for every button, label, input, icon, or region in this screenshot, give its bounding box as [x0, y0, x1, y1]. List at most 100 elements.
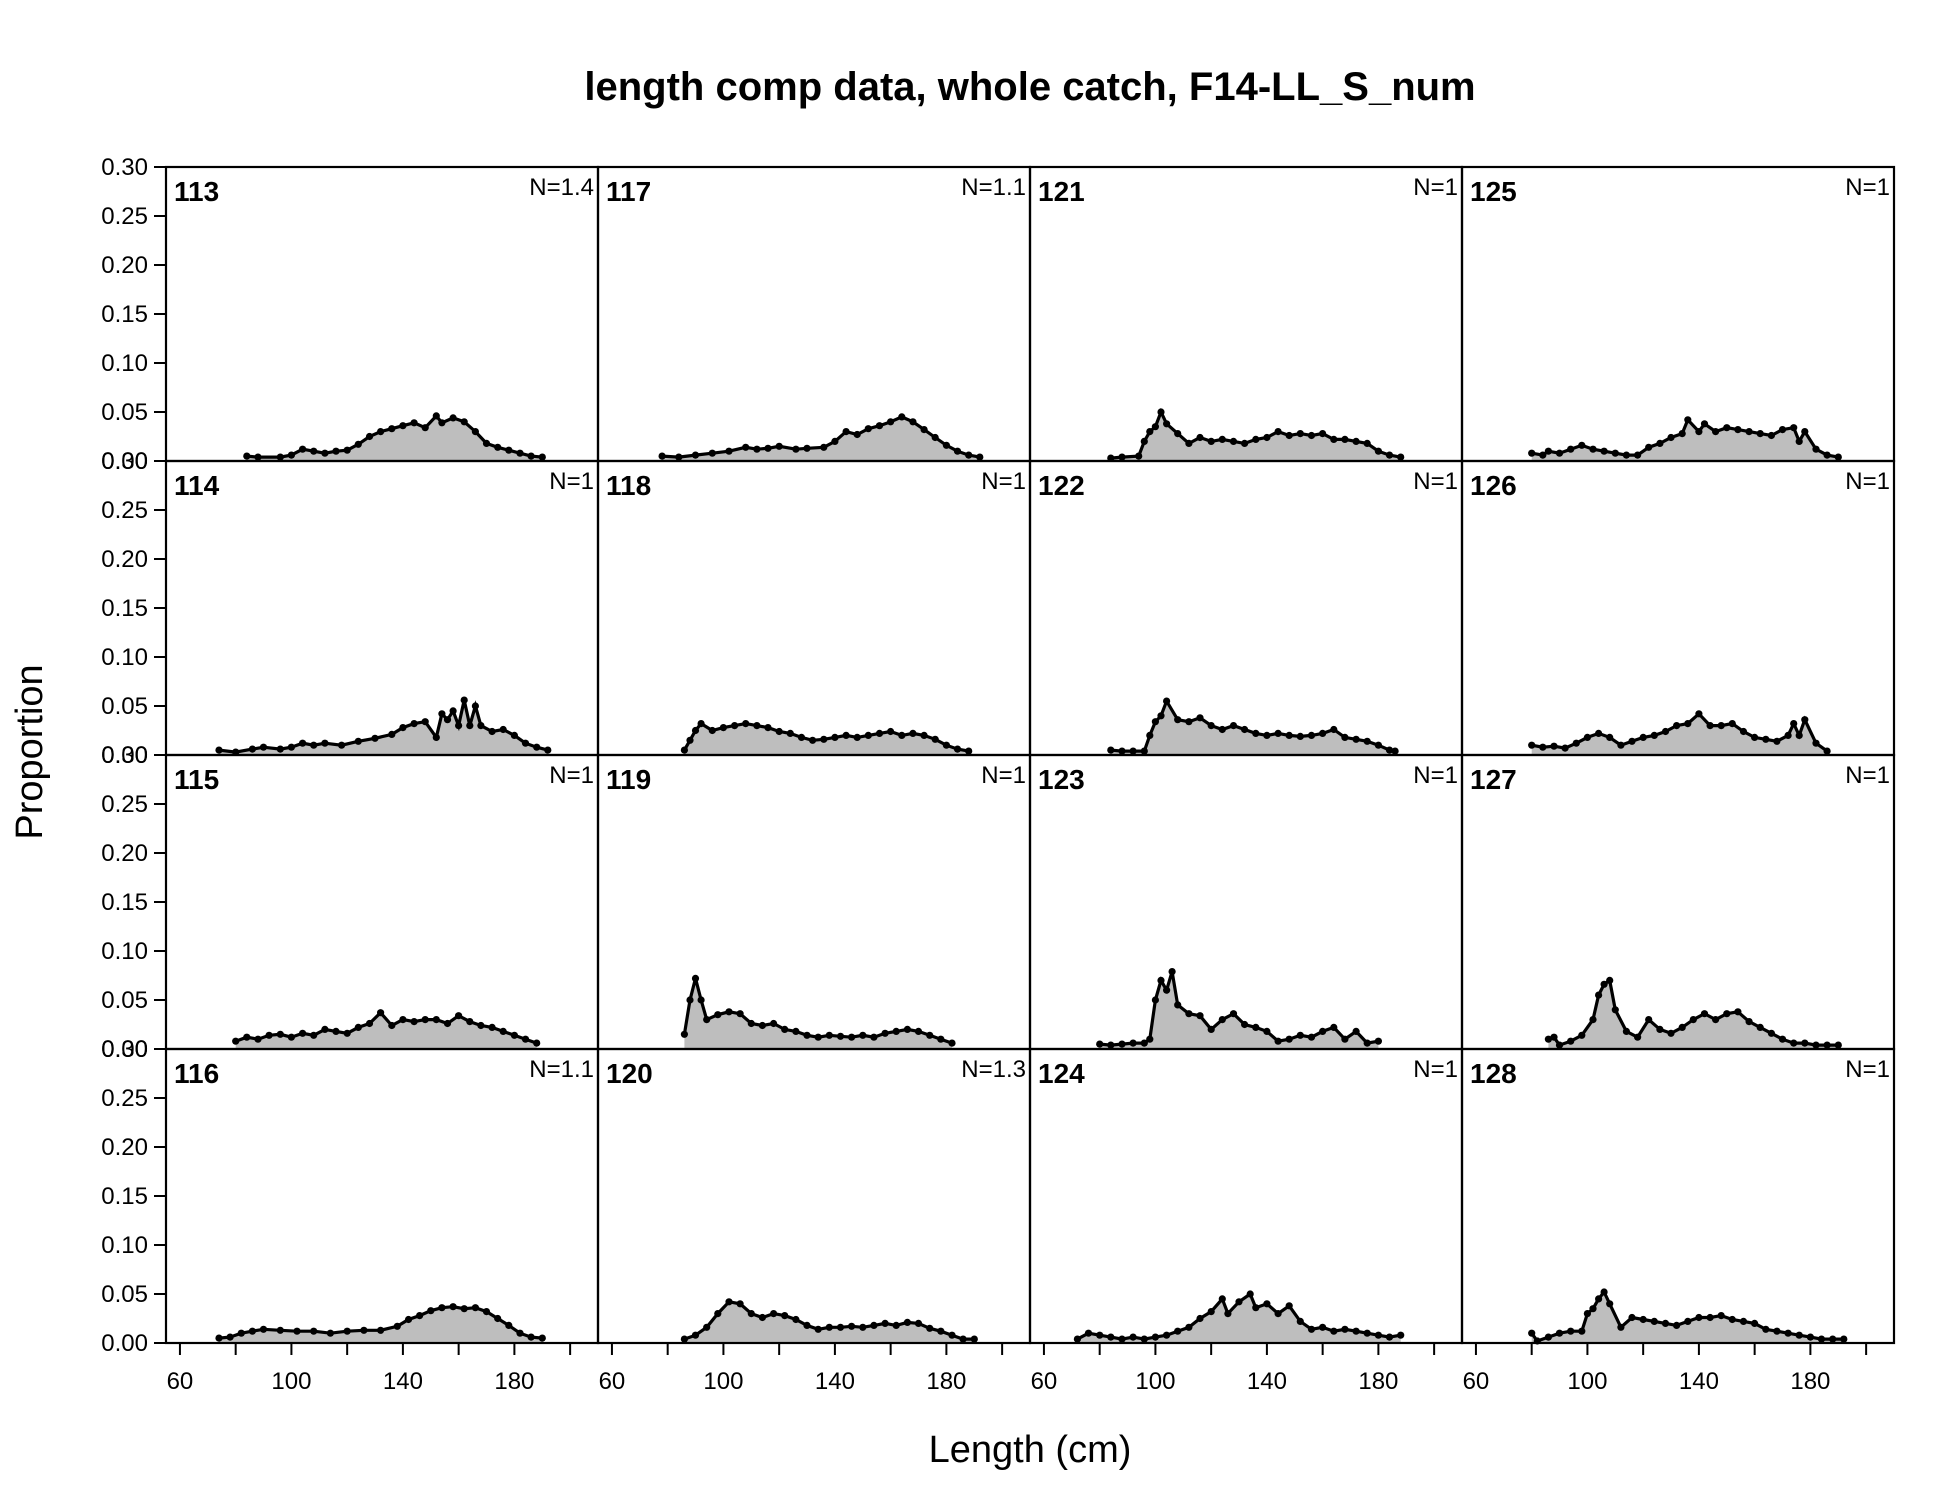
data-point [1734, 426, 1742, 434]
y-tick-label: 0.25 [101, 791, 148, 818]
data-point [875, 729, 884, 738]
data-point [1218, 1295, 1226, 1303]
data-point [1174, 1327, 1182, 1335]
data-point [870, 1033, 878, 1041]
data-point [864, 425, 872, 433]
data-point [1561, 744, 1569, 752]
data-point [953, 447, 962, 455]
data-point [1341, 435, 1349, 443]
data-point [1840, 1335, 1848, 1343]
data-point [1207, 1308, 1215, 1316]
data-point [1823, 747, 1831, 755]
area-fill [1548, 980, 1839, 1049]
data-point [1391, 747, 1399, 755]
data-point [1544, 1035, 1552, 1043]
panel-115: 115 N=1 [164, 753, 600, 1051]
data-point [1778, 426, 1787, 434]
data-point [1606, 976, 1614, 985]
data-point [1728, 720, 1736, 728]
panel-sample-size: N=1.4 [529, 174, 594, 201]
data-point [1352, 735, 1360, 743]
data-point [1589, 1016, 1597, 1024]
data-point [764, 444, 772, 452]
data-point [299, 445, 307, 453]
data-point [1107, 746, 1115, 754]
data-point [1163, 1331, 1171, 1339]
data-point [803, 1031, 811, 1039]
x-tick-label: 60 [599, 1368, 626, 1395]
data-point [1812, 1041, 1820, 1049]
data-point [820, 735, 828, 743]
data-point [914, 1319, 923, 1327]
data-point [1274, 1310, 1282, 1318]
data-point [1617, 741, 1625, 749]
data-point [1801, 716, 1809, 724]
data-point [825, 1031, 833, 1039]
data-point [970, 1335, 978, 1343]
data-point [432, 733, 440, 742]
data-point [1330, 1327, 1338, 1335]
data-point [421, 424, 429, 432]
data-point [1528, 449, 1536, 457]
panel-frame [164, 753, 600, 1051]
data-point [399, 1016, 407, 1024]
data-point [1589, 1305, 1597, 1313]
data-point [1739, 727, 1748, 736]
area-fill [1077, 1294, 1401, 1343]
data-point [1363, 1039, 1371, 1047]
data-point [1745, 428, 1753, 436]
data-point [814, 1325, 822, 1333]
x-tick-label: 100 [1135, 1368, 1175, 1395]
data-point [1589, 445, 1597, 453]
data-point [703, 1323, 711, 1331]
y-tick-label: 0.20 [101, 252, 148, 279]
data-point [1684, 416, 1692, 424]
panel-sample-size: N=1 [1413, 1056, 1458, 1083]
data-point [1263, 1027, 1271, 1035]
panel-label: 116 [174, 1058, 219, 1089]
data-point [321, 449, 329, 457]
data-point [259, 743, 268, 751]
panel-121: 121 N=1 [1028, 165, 1464, 463]
data-point [942, 741, 951, 749]
x-tick-label: 60 [1031, 1368, 1058, 1395]
data-point [477, 1021, 485, 1030]
data-point [842, 731, 850, 740]
data-point [215, 746, 223, 754]
panel-frame [596, 753, 1032, 1051]
area-fill [662, 416, 980, 461]
data-point [360, 1326, 368, 1334]
data-point [299, 739, 307, 747]
data-point [691, 726, 700, 735]
data-point [1606, 733, 1614, 742]
y-tick-label: 0.25 [101, 497, 148, 524]
data-point [758, 1021, 767, 1030]
data-point [714, 1310, 722, 1318]
data-point [1817, 1335, 1826, 1343]
data-point [1773, 1327, 1781, 1335]
data-point [887, 418, 895, 426]
data-point [1252, 435, 1260, 443]
data-point [254, 453, 262, 461]
data-point [1296, 1031, 1304, 1039]
y-tick-label: 0.05 [101, 987, 148, 1014]
data-point [377, 1009, 385, 1017]
data-point [1224, 1310, 1232, 1318]
panel-125: 125 N=1 [1460, 165, 1896, 463]
data-point [1196, 433, 1204, 442]
data-point [365, 1019, 374, 1028]
data-point [432, 1016, 440, 1024]
data-point [1319, 430, 1327, 438]
data-point [1196, 714, 1204, 722]
data-point [1285, 1302, 1293, 1310]
data-point [332, 1027, 340, 1035]
panel-frame [1028, 165, 1464, 463]
data-point [1363, 737, 1371, 745]
data-point [909, 729, 917, 738]
data-point [488, 1023, 496, 1031]
data-point [1784, 1329, 1792, 1337]
data-point [1196, 1012, 1204, 1020]
data-point [1645, 443, 1653, 451]
y-tick-label: 0.30 [101, 1036, 148, 1063]
data-point [1617, 1323, 1625, 1331]
